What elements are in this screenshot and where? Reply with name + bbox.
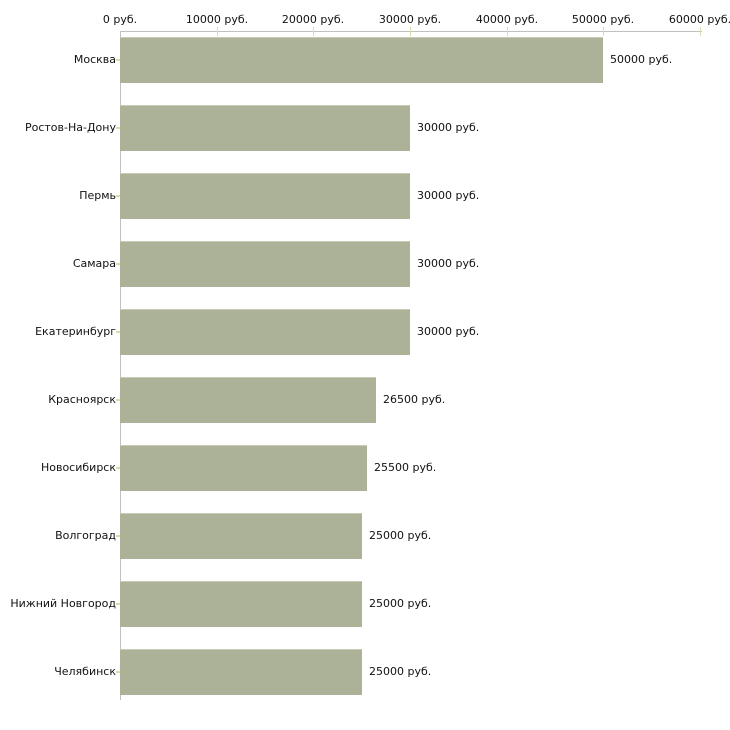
category-label: Екатеринбург: [35, 325, 116, 338]
x-axis-tick-label: 40000 руб.: [475, 13, 539, 26]
x-axis-tick: [410, 27, 411, 36]
bar: [120, 173, 410, 219]
bar: [120, 241, 410, 287]
x-axis-tick: [603, 27, 604, 36]
x-axis-tick-label: 0 руб.: [102, 13, 138, 26]
value-label: 25000 руб.: [369, 597, 432, 610]
category-tick: [116, 127, 120, 129]
bar: [120, 513, 362, 559]
category-tick: [116, 535, 120, 537]
value-label: 25000 руб.: [369, 665, 432, 678]
category-tick: [116, 399, 120, 401]
y-axis-line: [120, 31, 121, 700]
x-axis-tick-label: 30000 руб.: [378, 13, 442, 26]
category-label: Пермь: [79, 189, 116, 202]
bar: [120, 445, 367, 491]
x-axis-tick: [313, 27, 314, 36]
category-label: Новосибирск: [40, 461, 116, 474]
bar: [120, 377, 376, 423]
value-label: 30000 руб.: [417, 121, 480, 134]
bar: [120, 105, 410, 151]
category-tick: [116, 467, 120, 469]
category-label: Нижний Новгород: [10, 597, 116, 610]
category-label: Самара: [72, 257, 116, 270]
category-tick: [116, 331, 120, 333]
category-label: Волгоград: [55, 529, 116, 542]
value-label: 30000 руб.: [417, 257, 480, 270]
category-tick: [116, 671, 120, 673]
category-tick: [116, 263, 120, 265]
category-label: Москва: [73, 53, 116, 66]
category-label: Челябинск: [54, 665, 116, 678]
bar: [120, 581, 362, 627]
category-tick: [116, 603, 120, 605]
x-axis-tick: [507, 27, 508, 36]
value-label: 25000 руб.: [369, 529, 432, 542]
x-axis-line: [120, 31, 702, 32]
value-label: 25500 руб.: [374, 461, 437, 474]
value-label: 30000 руб.: [417, 189, 480, 202]
value-label: 30000 руб.: [417, 325, 480, 338]
value-label: 26500 руб.: [383, 393, 446, 406]
x-axis-tick: [700, 27, 701, 36]
category-label: Красноярск: [48, 393, 116, 406]
bar: [120, 649, 362, 695]
x-axis-tick: [217, 27, 218, 36]
x-axis-tick-label: 20000 руб.: [281, 13, 345, 26]
x-axis-tick-label: 50000 руб.: [571, 13, 635, 26]
category-tick: [116, 195, 120, 197]
category-tick: [116, 59, 120, 61]
x-axis-tick-label: 10000 руб.: [185, 13, 249, 26]
x-axis-tick-label: 60000 руб.: [668, 13, 730, 26]
category-label: Ростов-На-Дону: [24, 121, 116, 134]
value-label: 50000 руб.: [610, 53, 673, 66]
bar: [120, 309, 410, 355]
bar: [120, 37, 603, 83]
